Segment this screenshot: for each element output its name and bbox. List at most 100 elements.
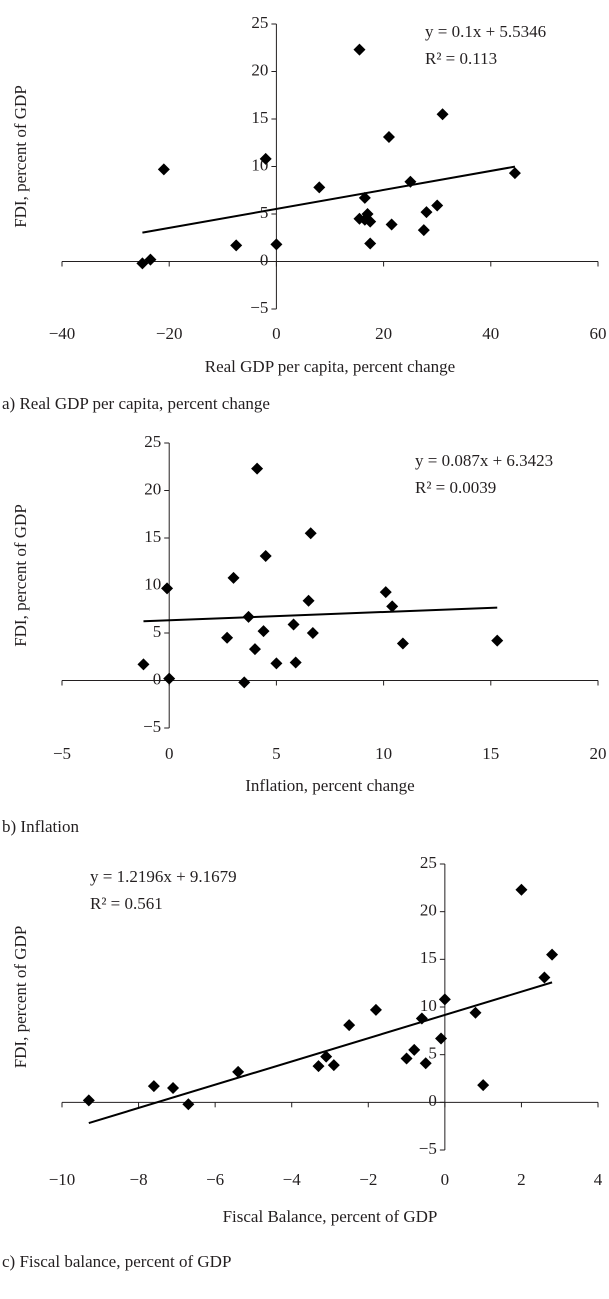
point (438, 993, 451, 1006)
x-tick-label: 10 (375, 744, 392, 763)
y-tick-label: 0 (153, 669, 162, 688)
point (364, 237, 377, 250)
point (242, 610, 255, 623)
trendline (142, 165, 516, 234)
x-tick-label: 40 (482, 324, 499, 343)
trendline (88, 981, 553, 1125)
annotation: R² = 0.113 (425, 49, 497, 68)
x-axis-label: Fiscal Balance, percent of GDP (223, 1207, 438, 1226)
point (515, 883, 528, 896)
point (508, 167, 521, 180)
annotation: y = 0.087x + 6.3423 (415, 451, 553, 470)
point (420, 206, 433, 219)
point (327, 1059, 340, 1072)
y-axis-label: FDI, percent of GDP (11, 85, 30, 228)
point (313, 181, 326, 194)
y-tick-label: 5 (428, 1044, 437, 1063)
x-tick-label: −2 (359, 1170, 377, 1189)
point (431, 199, 444, 212)
point (230, 239, 243, 252)
caption: a) Real GDP per capita, percent change (2, 394, 270, 413)
point (417, 224, 430, 237)
y-tick-label: 20 (144, 479, 161, 498)
point (469, 1006, 482, 1019)
point (419, 1057, 432, 1070)
point (144, 253, 157, 266)
x-tick-label: −6 (206, 1170, 224, 1189)
point (379, 586, 392, 599)
point (147, 1080, 160, 1093)
point (289, 656, 302, 669)
point (546, 948, 559, 961)
x-tick-label: 0 (165, 744, 174, 763)
point (364, 215, 377, 228)
point (259, 550, 272, 563)
y-tick-label: 10 (420, 996, 437, 1015)
x-tick-label: 0 (272, 324, 281, 343)
x-axis-label: Inflation, percent change (245, 776, 414, 795)
x-tick-label: −10 (49, 1170, 76, 1189)
point (436, 108, 449, 121)
annotation: y = 1.2196x + 9.1679 (90, 867, 237, 886)
point (415, 1012, 428, 1025)
x-tick-label: 20 (375, 324, 392, 343)
y-tick-label: 15 (144, 527, 161, 546)
point (477, 1079, 490, 1092)
point (287, 618, 300, 631)
point (82, 1094, 95, 1107)
x-tick-label: −4 (283, 1170, 302, 1189)
point (270, 238, 283, 251)
x-tick-label: 20 (590, 744, 607, 763)
point (353, 43, 366, 56)
y-tick-label: 25 (420, 853, 437, 872)
point (238, 676, 251, 689)
point (385, 218, 398, 231)
y-tick-label: 20 (251, 60, 268, 79)
point (221, 631, 234, 644)
point (137, 658, 150, 671)
point (369, 1003, 382, 1016)
point (167, 1082, 180, 1095)
annotation: R² = 0.561 (90, 894, 163, 913)
point (157, 163, 170, 176)
y-tick-label: 0 (260, 250, 269, 269)
y-tick-label: −5 (419, 1139, 437, 1158)
x-tick-label: 60 (590, 324, 607, 343)
point (163, 672, 176, 685)
caption: b) Inflation (2, 817, 79, 836)
point (396, 637, 409, 650)
point (400, 1052, 413, 1065)
point (320, 1050, 333, 1063)
y-axis-label: FDI, percent of GDP (11, 504, 30, 647)
point (404, 175, 417, 188)
point (251, 462, 264, 475)
y-tick-label: −5 (250, 298, 268, 317)
x-tick-label: 4 (594, 1170, 603, 1189)
x-tick-label: 0 (441, 1170, 450, 1189)
point (408, 1043, 421, 1056)
point (232, 1065, 245, 1078)
x-tick-label: 5 (272, 744, 281, 763)
y-tick-label: −5 (143, 717, 161, 736)
y-tick-label: 5 (260, 203, 269, 222)
x-tick-label: −8 (130, 1170, 148, 1189)
point (306, 627, 319, 639)
y-axis-label: FDI, percent of GDP (11, 926, 30, 1069)
y-tick-label: 20 (420, 901, 437, 920)
point (343, 1019, 356, 1032)
point (259, 152, 272, 165)
y-tick-label: 10 (144, 574, 161, 593)
point (302, 594, 315, 607)
y-tick-label: 0 (428, 1091, 437, 1110)
point (257, 625, 270, 638)
point (435, 1032, 448, 1045)
point (248, 643, 261, 656)
y-tick-label: 5 (153, 622, 162, 641)
trendline (143, 606, 498, 623)
point (161, 582, 174, 595)
point (386, 600, 399, 613)
point (382, 131, 395, 144)
x-tick-label: 2 (517, 1170, 526, 1189)
